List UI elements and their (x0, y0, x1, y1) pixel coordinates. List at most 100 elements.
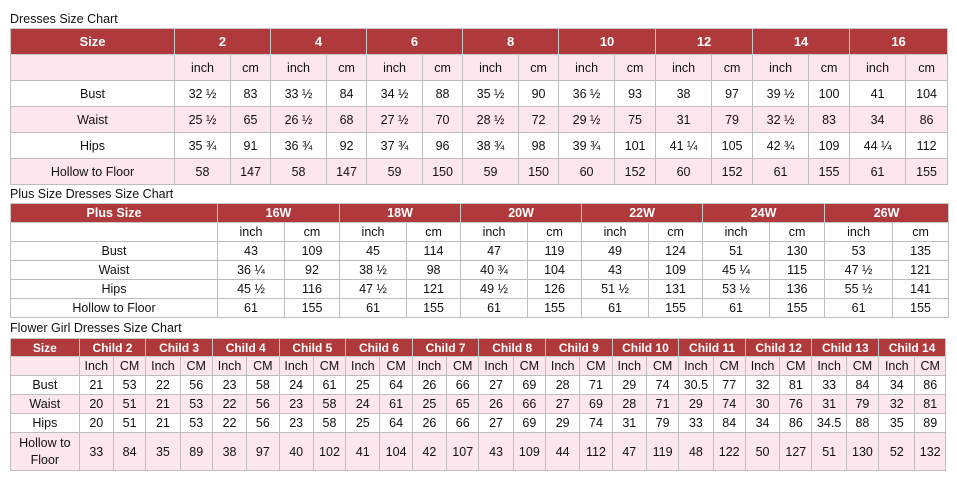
value-cell: 61 (849, 158, 907, 185)
value-cell: 81 (779, 375, 813, 395)
unit-cm: cm (518, 54, 560, 81)
value-cell: 36 ¼ (217, 260, 285, 280)
value-cell: 32 ½ (174, 80, 231, 107)
units-label-cell (10, 356, 80, 376)
value-cell: 51 (112, 394, 147, 414)
value-cell: 97 (711, 80, 754, 107)
value-cell: 132 (914, 432, 946, 471)
value-cell: 33 (78, 432, 114, 471)
value-cell: 49 (581, 241, 650, 261)
unit-cm: cm (527, 222, 583, 242)
value-cell: 152 (614, 158, 657, 185)
size-16-header: 16 (849, 28, 949, 55)
value-cell: 28 (611, 394, 647, 414)
value-cell: 71 (645, 394, 680, 414)
value-cell: 61 (460, 298, 529, 318)
value-cell: 51 (811, 432, 847, 471)
value-cell: 45 (339, 241, 408, 261)
value-cell: 35 ½ (462, 80, 520, 107)
unit-cm: CM (579, 356, 613, 376)
value-cell: 61 (824, 298, 894, 318)
value-cell: 147 (229, 158, 272, 185)
value-cell: 61 (217, 298, 285, 318)
row-label: Hollow to Floor (10, 298, 218, 318)
value-cell: 58 (174, 158, 231, 185)
child-10-header: Child 10 (611, 338, 680, 357)
value-cell: 53 ½ (702, 279, 771, 299)
measurement-row-hollow-to-floor: Hollow to Floor 61 155 61 155 61 155 61 155 … (10, 298, 950, 318)
value-cell: 31 (811, 394, 847, 414)
unit-inch: Inch (278, 356, 314, 376)
value-cell: 65 (446, 394, 480, 414)
value-cell: 21 (145, 394, 181, 414)
value-cell: 50 (744, 432, 781, 471)
units-row: Inch CM Inch CM Inch CM Inch CM Inch CM Inch C… (10, 356, 946, 376)
unit-inch: inch (849, 54, 907, 81)
size-18w-header: 18W (339, 203, 462, 223)
measurement-row-waist: Waist 36 ¼ 92 38 ½ 98 40 ¾ 104 43 109 45 ¼ 11… (10, 260, 950, 280)
measurement-row-hips: Hips 20 51 21 53 22 56 23 58 25 64 26 66 27 69 … (10, 413, 946, 433)
value-cell: 29 ½ (558, 106, 616, 133)
value-cell: 21 (145, 413, 181, 433)
value-cell: 53 (179, 394, 213, 414)
value-cell: 72 (518, 106, 560, 133)
unit-cm: cm (892, 222, 950, 242)
value-cell: 41 ¼ (655, 132, 713, 159)
measurement-row-hips: Hips 35 ¾ 91 36 ¾ 92 37 ¾ 96 38 ¾ 98 39 ¾ 101… (10, 132, 949, 159)
unit-cm: CM (246, 356, 280, 376)
value-cell: 136 (769, 279, 826, 299)
unit-cm: cm (422, 54, 464, 81)
value-cell: 26 (411, 413, 448, 433)
value-cell: 115 (769, 260, 826, 280)
row-label: Hollow to Floor (10, 432, 80, 471)
unit-inch: inch (655, 54, 713, 81)
value-cell: 53 (179, 413, 213, 433)
value-cell: 79 (711, 106, 754, 133)
dresses-size-table: Size 2 4 6 8 10 12 14 16 inch cm inch cm i… (10, 28, 949, 185)
value-cell: 98 (518, 132, 560, 159)
value-cell: 89 (914, 413, 946, 433)
unit-cm: cm (808, 54, 851, 81)
value-cell: 32 (878, 394, 916, 414)
child-11-header: Child 11 (678, 338, 746, 357)
value-cell: 141 (892, 279, 950, 299)
value-cell: 122 (712, 432, 746, 471)
value-cell: 28 (545, 375, 581, 395)
unit-cm: cm (711, 54, 754, 81)
child-6-header: Child 6 (345, 338, 413, 357)
row-label: Hips (10, 132, 175, 159)
value-cell: 83 (808, 106, 851, 133)
child-12-header: Child 12 (744, 338, 813, 357)
value-cell: 20 (78, 394, 114, 414)
value-cell: 130 (769, 241, 826, 261)
value-cell: 52 (878, 432, 916, 471)
unit-inch: Inch (478, 356, 514, 376)
value-cell: 25 (345, 413, 381, 433)
unit-cm: CM (914, 356, 946, 376)
value-cell: 44 ¼ (849, 132, 907, 159)
value-cell: 58 (312, 394, 347, 414)
value-cell: 71 (579, 375, 613, 395)
value-cell: 69 (512, 375, 547, 395)
unit-cm: cm (283, 222, 341, 242)
unit-inch: Inch (811, 356, 847, 376)
unit-inch: inch (270, 54, 328, 81)
value-cell: 29 (678, 394, 714, 414)
value-cell: 25 (411, 394, 448, 414)
value-cell: 66 (512, 394, 547, 414)
value-cell: 59 (462, 158, 520, 185)
value-cell: 42 ¾ (752, 132, 810, 159)
value-cell: 47 (460, 241, 529, 261)
row-label: Waist (10, 106, 175, 133)
value-cell: 35 (878, 413, 916, 433)
value-cell: 61 (312, 375, 347, 395)
child-8-header: Child 8 (478, 338, 547, 357)
unit-inch: Inch (211, 356, 248, 376)
unit-inch: Inch (744, 356, 781, 376)
flower-girl-chart-title: Flower Girl Dresses Size Chart (10, 321, 182, 335)
value-cell: 22 (211, 394, 248, 414)
value-cell: 51 ½ (581, 279, 650, 299)
value-cell: 33 (811, 375, 847, 395)
unit-cm: cm (769, 222, 826, 242)
value-cell: 69 (512, 413, 547, 433)
